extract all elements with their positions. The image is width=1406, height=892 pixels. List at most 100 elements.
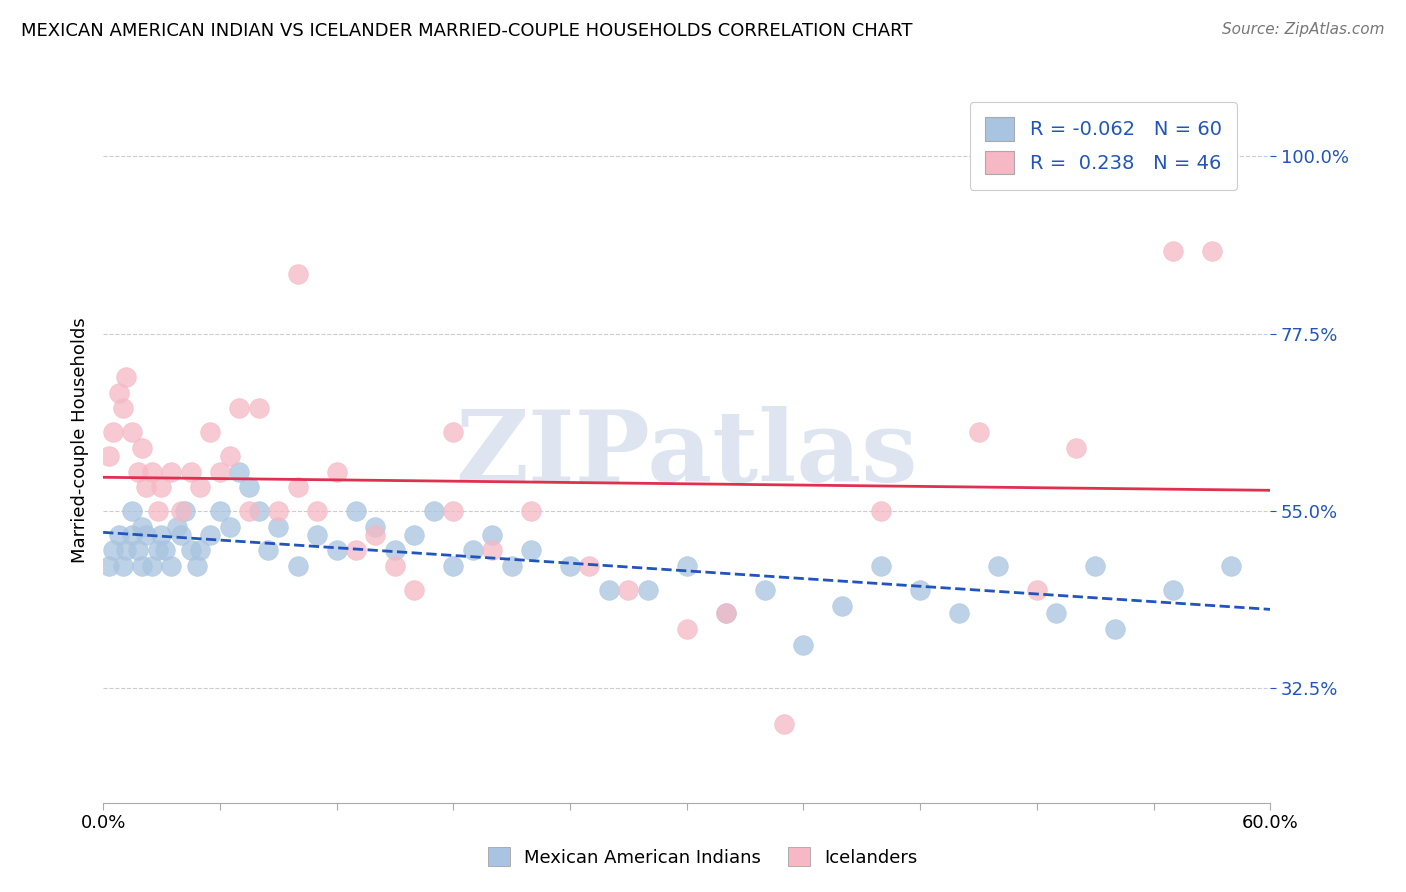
Point [180, 465, 202, 479]
Point [208, 465, 231, 479]
Point [423, 504, 446, 518]
Point [218, 519, 240, 533]
Point [404, 582, 426, 597]
Point [441, 504, 464, 518]
Point [1084, 559, 1107, 574]
Point [773, 716, 796, 731]
Point [637, 582, 659, 597]
Point [578, 559, 600, 574]
Point [792, 638, 814, 652]
Point [141, 465, 163, 479]
Point [344, 543, 367, 558]
Point [364, 519, 387, 533]
Point [714, 607, 737, 621]
Point [228, 465, 250, 479]
Point [127, 465, 149, 479]
Point [155, 543, 177, 558]
Point [461, 543, 484, 558]
Point [170, 527, 193, 541]
Point [1045, 607, 1067, 621]
Point [481, 527, 503, 541]
Point [967, 425, 990, 439]
Point [121, 504, 143, 518]
Point [135, 527, 157, 541]
Point [98, 449, 121, 463]
Point [257, 543, 280, 558]
Point [307, 504, 329, 518]
Point [520, 504, 543, 518]
Point [98, 559, 121, 574]
Point [948, 607, 970, 621]
Point [384, 559, 406, 574]
Point [267, 504, 290, 518]
Point [247, 504, 270, 518]
Point [101, 425, 124, 439]
Point [146, 543, 169, 558]
Text: ZIPatlas: ZIPatlas [456, 406, 918, 503]
Point [111, 401, 134, 416]
Point [238, 504, 260, 518]
Point [617, 582, 640, 597]
Point [598, 582, 620, 597]
Point [186, 559, 208, 574]
Point [287, 559, 309, 574]
Point [135, 480, 157, 494]
Point [150, 480, 173, 494]
Point [121, 527, 143, 541]
Point [150, 527, 173, 541]
Point [870, 504, 893, 518]
Point [384, 543, 406, 558]
Point [115, 370, 138, 384]
Point [218, 449, 240, 463]
Point [1026, 582, 1049, 597]
Point [238, 480, 260, 494]
Point [441, 559, 464, 574]
Point [107, 385, 129, 400]
Point [101, 543, 124, 558]
Point [141, 559, 163, 574]
Point [131, 519, 153, 533]
Point [675, 559, 697, 574]
Point [166, 519, 188, 533]
Point [1220, 559, 1243, 574]
Point [501, 559, 523, 574]
Point [908, 582, 931, 597]
Text: Source: ZipAtlas.com: Source: ZipAtlas.com [1222, 22, 1385, 37]
Point [160, 559, 183, 574]
Point [190, 480, 212, 494]
Point [831, 599, 853, 613]
Legend: R = -0.062   N = 60, R =  0.238   N = 46: R = -0.062 N = 60, R = 0.238 N = 46 [970, 102, 1237, 190]
Point [558, 559, 581, 574]
Point [344, 504, 367, 518]
Point [198, 425, 221, 439]
Point [987, 559, 1010, 574]
Point [170, 504, 193, 518]
Point [441, 425, 464, 439]
Point [198, 527, 221, 541]
Point [121, 425, 143, 439]
Point [754, 582, 776, 597]
Point [131, 441, 153, 455]
Point [190, 543, 212, 558]
Point [208, 504, 231, 518]
Point [870, 559, 893, 574]
Point [180, 543, 202, 558]
Point [1161, 244, 1184, 258]
Point [714, 607, 737, 621]
Point [404, 527, 426, 541]
Point [307, 527, 329, 541]
Point [115, 543, 138, 558]
Point [364, 527, 387, 541]
Point [287, 480, 309, 494]
Point [1064, 441, 1087, 455]
Point [247, 401, 270, 416]
Point [160, 465, 183, 479]
Point [127, 543, 149, 558]
Point [107, 527, 129, 541]
Point [520, 543, 543, 558]
Y-axis label: Married-couple Households: Married-couple Households [72, 318, 89, 563]
Text: MEXICAN AMERICAN INDIAN VS ICELANDER MARRIED-COUPLE HOUSEHOLDS CORRELATION CHART: MEXICAN AMERICAN INDIAN VS ICELANDER MAR… [21, 22, 912, 40]
Point [287, 268, 309, 282]
Point [1104, 622, 1126, 636]
Point [481, 543, 503, 558]
